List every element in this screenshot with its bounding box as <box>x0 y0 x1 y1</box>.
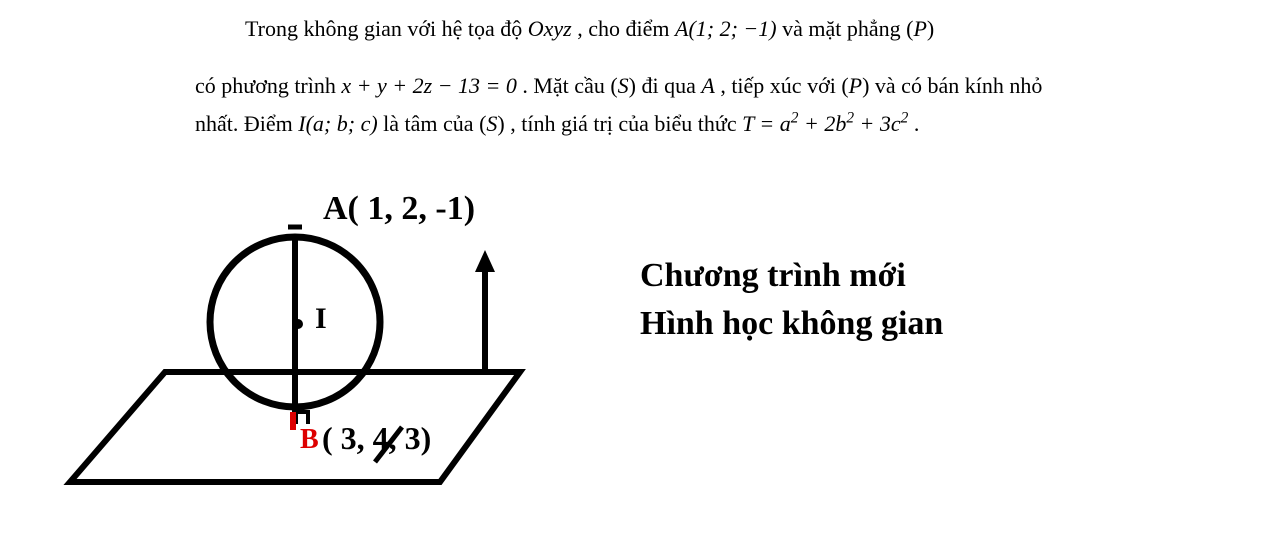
problem-line-2: có phương trình x + y + 2z − 13 = 0 . Mặ… <box>40 67 1240 104</box>
side-title-1: Chương trình mới <box>640 252 1240 300</box>
math-t-expression: T = a2 + 2b2 + 3c2 <box>742 111 908 136</box>
math-s2: S <box>486 111 497 136</box>
text-fragment: Trong không gian với hệ tọa độ <box>245 16 528 41</box>
math-i: I(a; b; c) <box>298 111 377 136</box>
text-fragment: và mặt phẳng ( <box>777 16 914 41</box>
text-fragment: ) và có bán kính nhỏ <box>862 73 1042 98</box>
side-title-2: Hình học không gian <box>640 300 1240 348</box>
label-b-coords: ( 3, 4, 3) <box>322 420 431 457</box>
center-dot <box>293 319 303 329</box>
label-a: A( 1, 2, -1) <box>323 190 475 228</box>
text-fragment: ) đi qua <box>629 73 702 98</box>
math-a: A <box>701 73 714 98</box>
text-fragment: ) <box>927 16 934 41</box>
content-row: A( 1, 2, -1) I B ( 3, 4, 3) Chương trình… <box>40 172 1240 512</box>
text-fragment: , tiếp xúc với ( <box>715 73 849 98</box>
problem-line-1: Trong không gian với hệ tọa độ Oxyz , ch… <box>40 10 1240 47</box>
math-equation: x + y + 2z − 13 = 0 <box>341 73 516 98</box>
text-fragment: , cho điểm <box>572 16 675 41</box>
math-oxyz: Oxyz <box>528 16 572 41</box>
math-s: S <box>618 73 629 98</box>
text-fragment: là tâm của ( <box>378 111 487 136</box>
label-i: I <box>315 302 327 336</box>
label-b-letter: B <box>300 424 319 456</box>
math-p2: P <box>849 73 862 98</box>
text-fragment: . <box>908 111 919 136</box>
diagram-svg <box>40 172 600 512</box>
side-title: Chương trình mới Hình học không gian <box>600 172 1240 512</box>
text-fragment: ) , tính giá trị của biểu thức <box>497 111 742 136</box>
problem-line-3: nhất. Điểm I(a; b; c) là tâm của (S) , t… <box>40 105 1240 142</box>
text-fragment: có phương trình <box>195 73 341 98</box>
math-p: P <box>913 16 926 41</box>
arrow-head <box>475 250 495 272</box>
text-fragment: nhất. Điểm <box>195 111 298 136</box>
math-point-a: A(1; 2; −1) <box>675 16 777 41</box>
diagram: A( 1, 2, -1) I B ( 3, 4, 3) <box>40 172 600 512</box>
text-fragment: . Mặt cầu ( <box>517 73 618 98</box>
